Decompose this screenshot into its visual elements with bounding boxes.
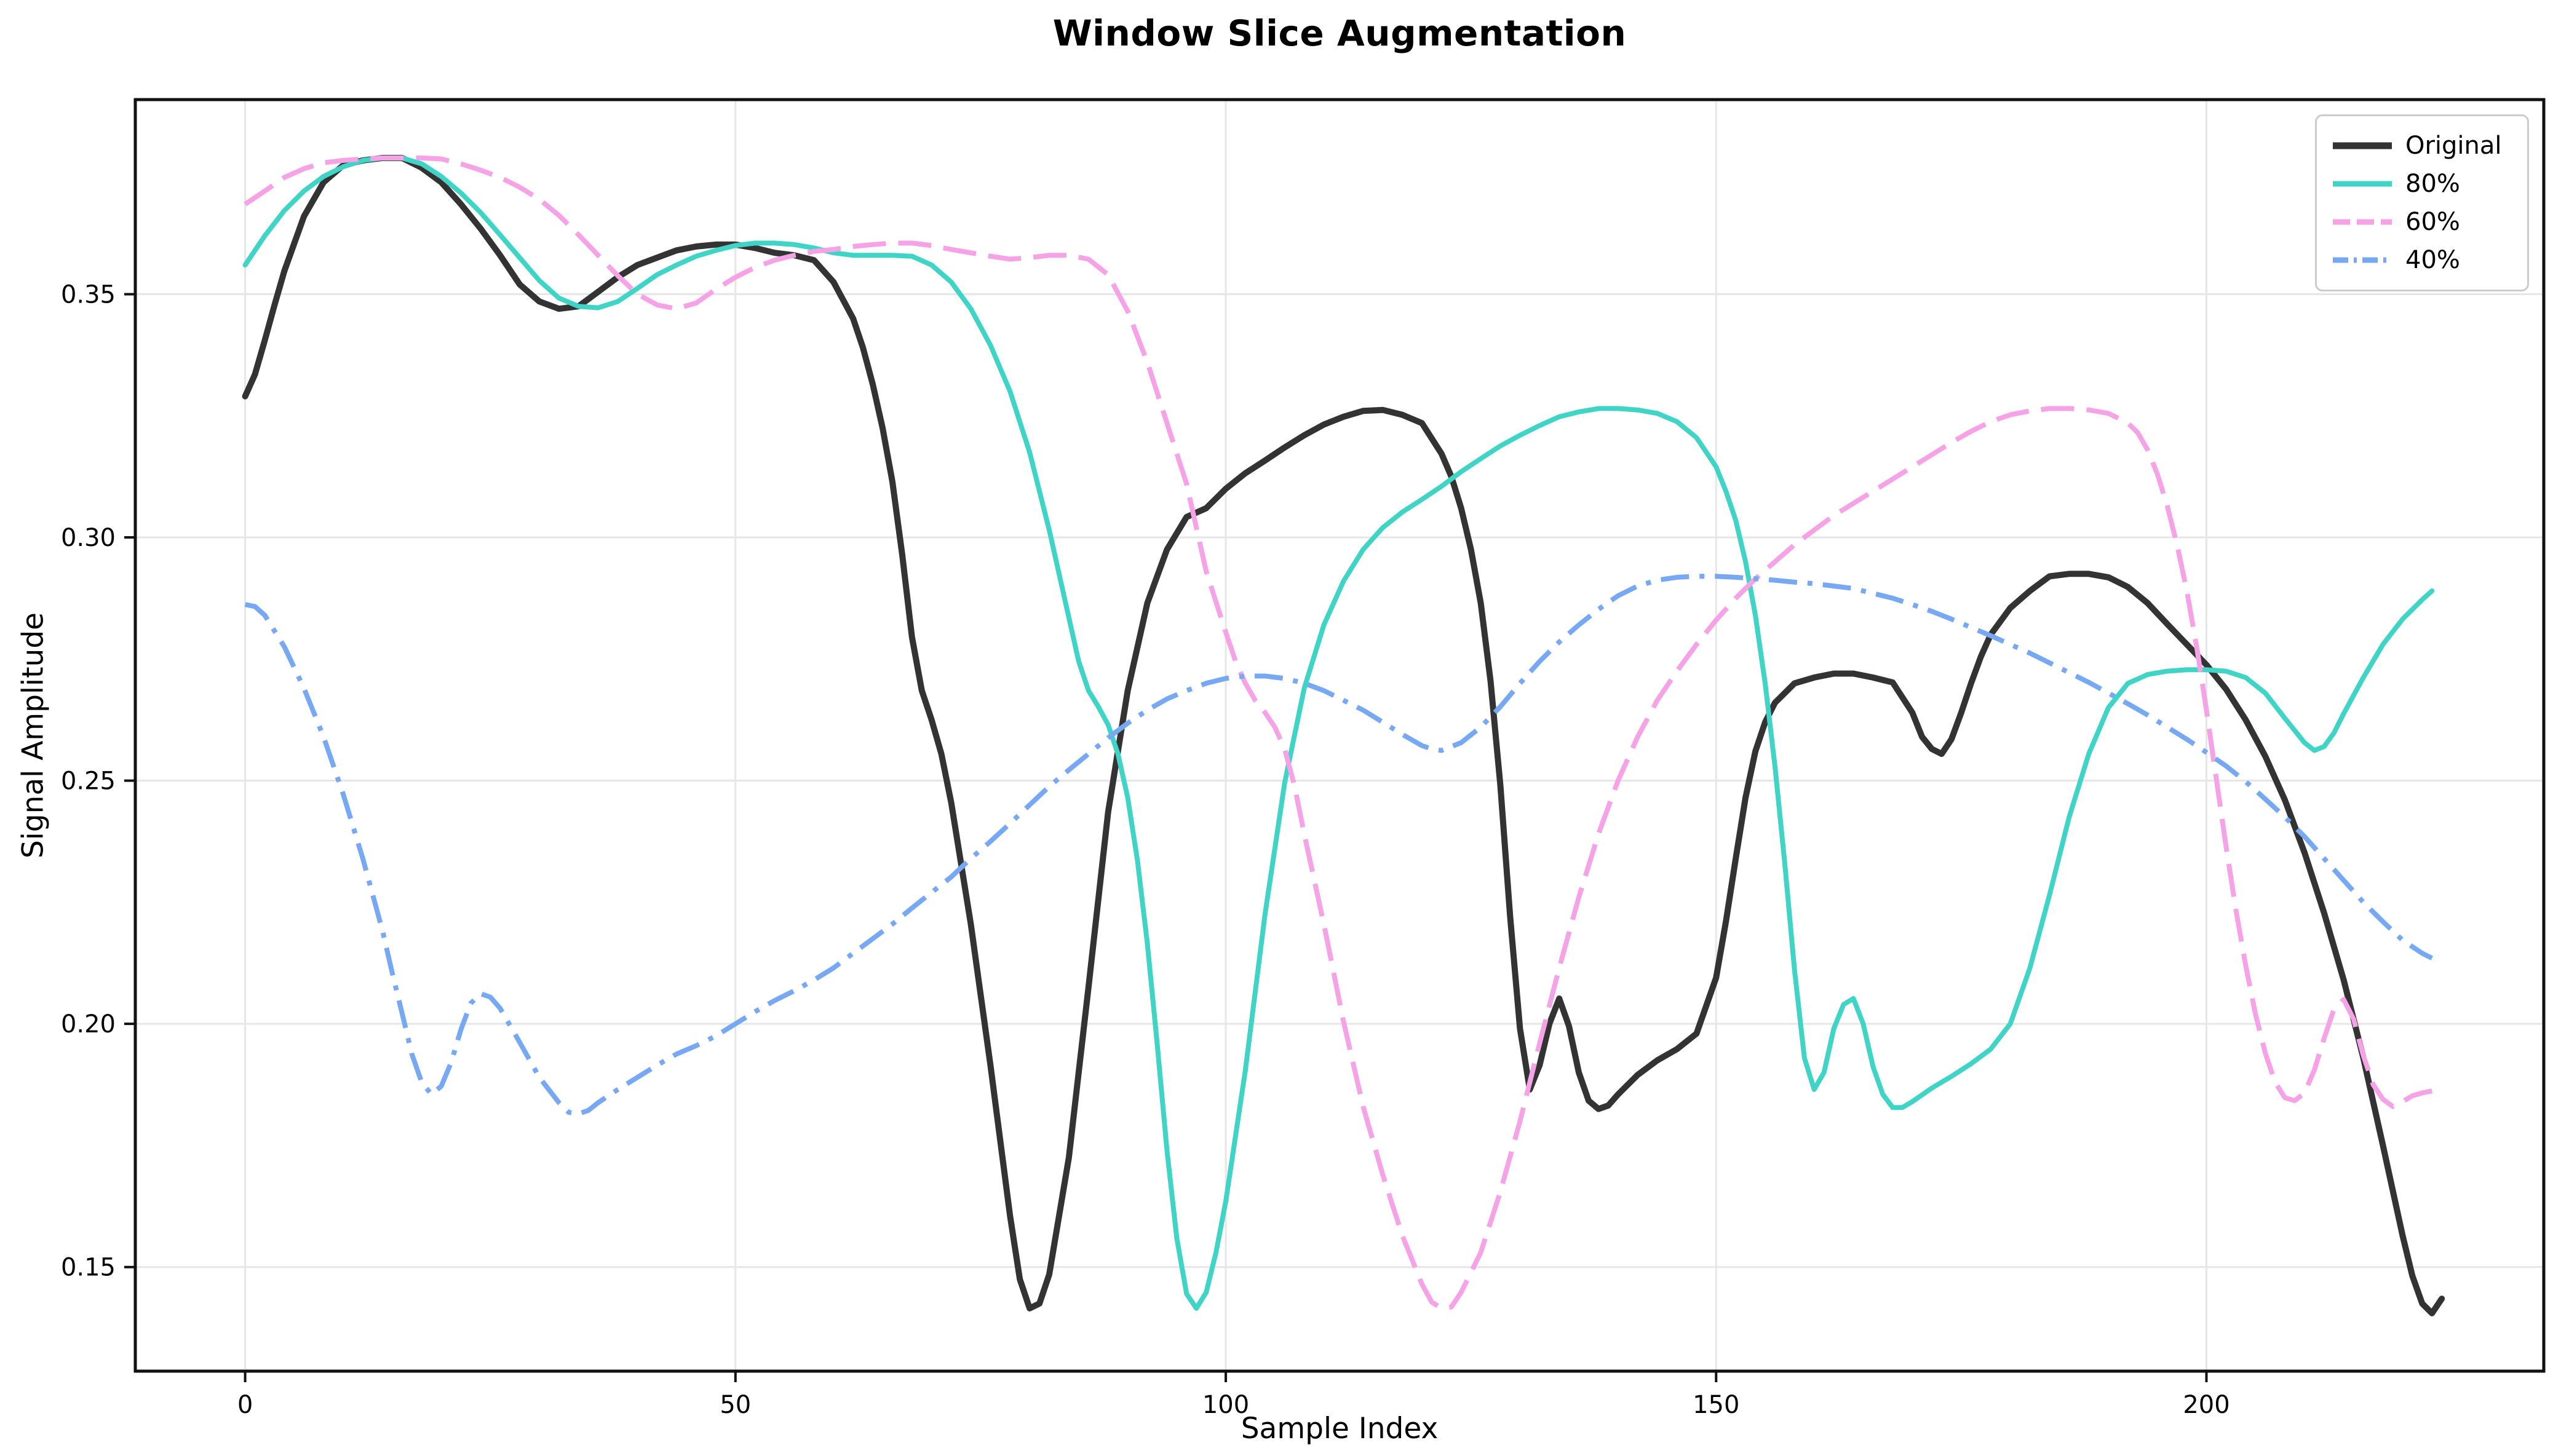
legend-label-p80: 80% (2405, 170, 2460, 198)
legend-swatch-original (2333, 142, 2392, 149)
legend-item-original: Original (2332, 130, 2512, 162)
axes-frame (133, 98, 2546, 1373)
legend-label-original: Original (2405, 132, 2502, 160)
legend-swatch-p80 (2333, 181, 2392, 187)
legend-label-p40: 40% (2405, 246, 2460, 274)
y-tick-label-2: 0.25 (61, 767, 116, 796)
x-tick-label-0: 0 (237, 1391, 253, 1419)
legend-item-p40: 40% (2332, 244, 2512, 276)
series-line-p60 (244, 155, 2432, 1311)
legend-label-p60: 60% (2405, 208, 2460, 236)
x-axis-label: Sample Index (1241, 1412, 1439, 1446)
legend-item-p60: 60% (2332, 206, 2512, 238)
y-tick-label-4: 0.35 (61, 280, 116, 309)
y-axis-label: Signal Amplitude (16, 612, 50, 859)
y-tick-label-0: 0.15 (61, 1254, 116, 1282)
series-line-original (242, 154, 2445, 1316)
series-line-p80 (242, 155, 2435, 1311)
x-tick-label-3: 150 (1693, 1391, 1739, 1419)
x-tick-label-4: 200 (2183, 1391, 2229, 1419)
legend: Original 80% 60% 40% (2315, 114, 2529, 291)
legend-swatch-p40 (2333, 257, 2392, 263)
chart-title: Window Slice Augmentation (1052, 12, 1627, 54)
legend-swatch-p60 (2333, 219, 2392, 225)
y-tick-label-1: 0.20 (61, 1010, 116, 1039)
series-line-p40 (244, 574, 2433, 1117)
y-tick-label-3: 0.30 (61, 524, 116, 552)
legend-item-p80: 80% (2332, 168, 2512, 200)
x-tick-label-1: 50 (720, 1391, 751, 1419)
x-tick-label-2: 100 (1202, 1391, 1249, 1419)
